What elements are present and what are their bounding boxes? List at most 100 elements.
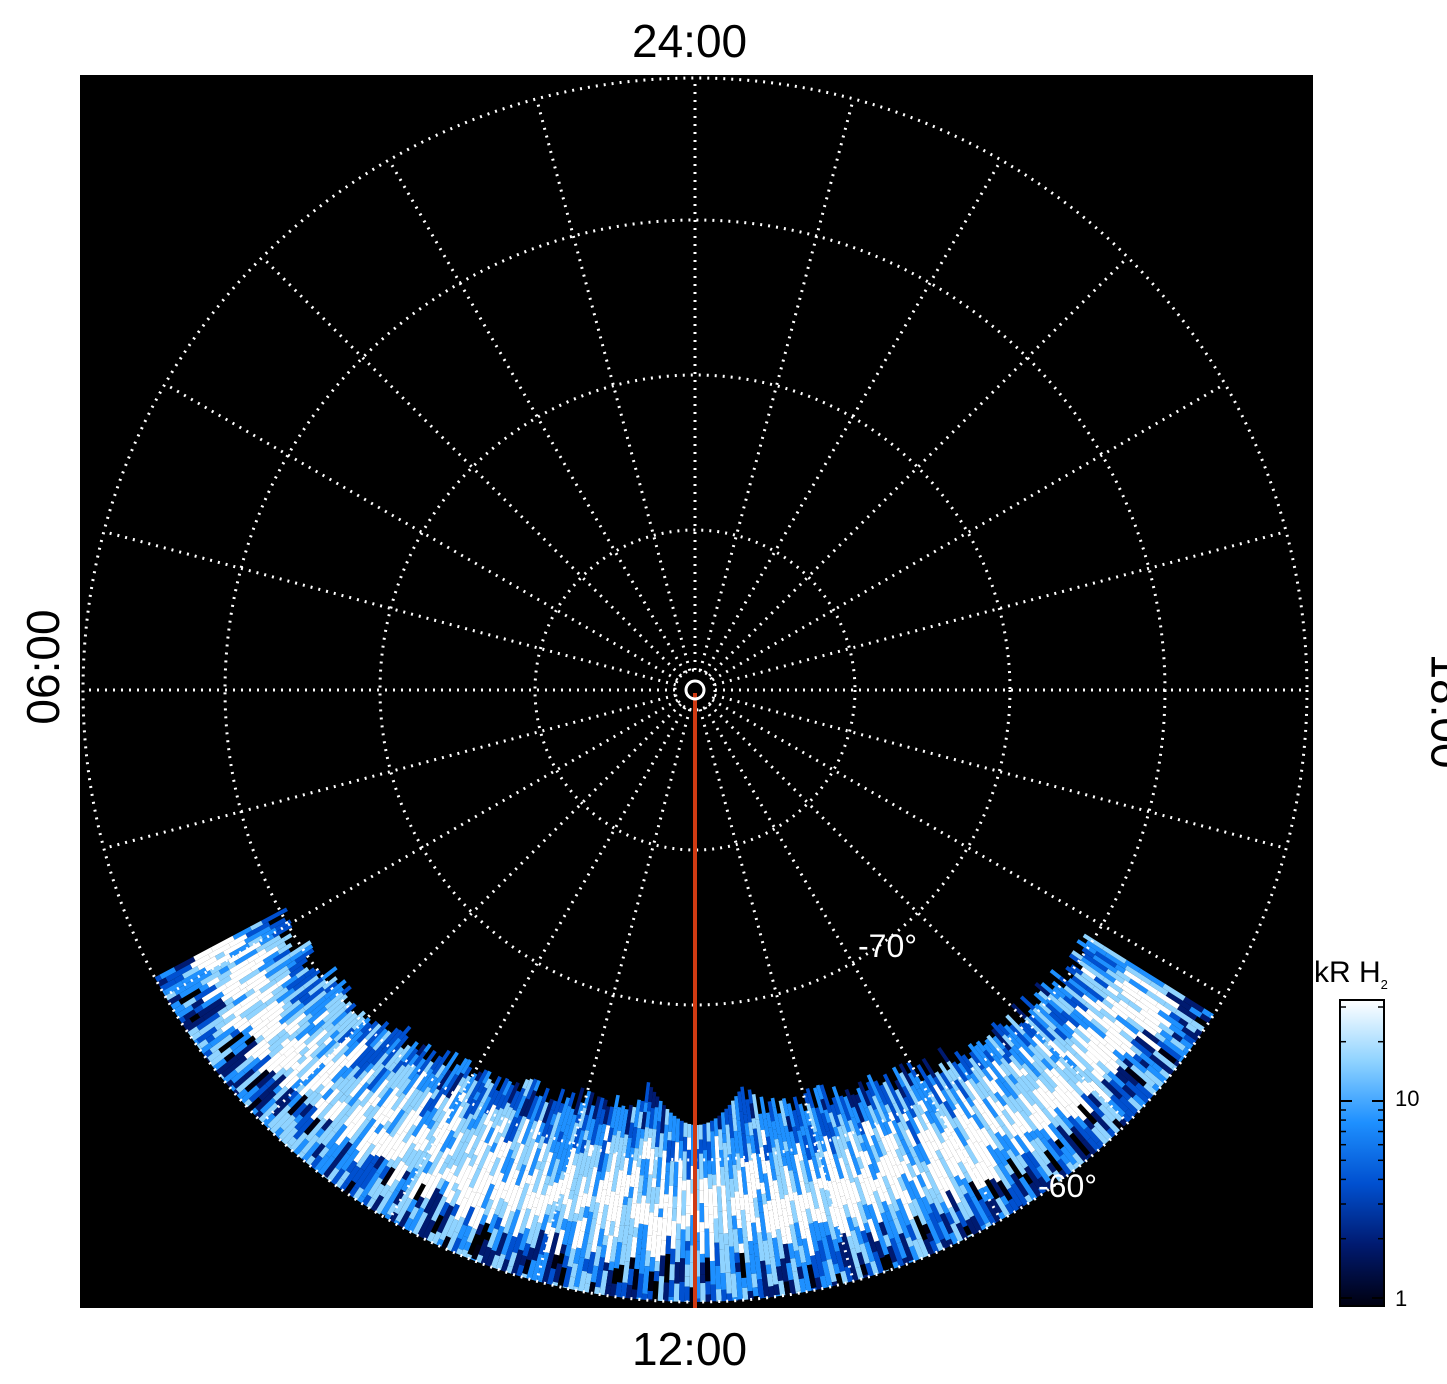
aurora-cell-2112 — [1112, 1049, 1126, 1062]
colorbar-tick-marks — [1340, 1006, 1384, 1299]
aurora-cell-1995 — [1104, 1140, 1109, 1145]
aurora-cell-1074 — [649, 1257, 656, 1272]
aurora-cell-64 — [262, 951, 280, 964]
aurora-cell-981 — [617, 1186, 626, 1208]
aurora-cell-1952 — [1020, 1074, 1036, 1092]
aurora-cell-692 — [467, 1205, 481, 1228]
aurora-cell-1913 — [1056, 1158, 1072, 1176]
aurora-cell-476 — [396, 1109, 416, 1136]
aurora-cell-479 — [359, 1166, 378, 1190]
aurora-cell-1689 — [882, 1081, 897, 1105]
aurora-cell-1375 — [772, 1129, 779, 1140]
aurora-cell-409 — [408, 1053, 420, 1067]
aurora-cell-82 — [220, 986, 242, 1003]
aurora-cell-496 — [386, 1158, 395, 1169]
aurora-cell-2011 — [1005, 1014, 1026, 1036]
aurora-cell-1191 — [707, 1160, 712, 1175]
aurora-cell-253 — [323, 1036, 333, 1046]
aurora-cell-1290 — [751, 1222, 759, 1245]
aurora-cell-278 — [322, 1052, 336, 1066]
aurora-cell-128 — [303, 967, 316, 978]
aurora-cell-151 — [320, 966, 338, 981]
aurora-cell-1339 — [776, 1266, 784, 1282]
aurora-cell-1630 — [902, 1189, 913, 1205]
aurora-cell-558 — [459, 1079, 478, 1108]
aurora-cell-1457 — [819, 1187, 831, 1217]
aurora-cell-1049 — [648, 1148, 655, 1175]
aurora-cell-421 — [372, 1105, 386, 1121]
aurora-cell-386 — [370, 1069, 392, 1094]
aurora-cell-960 — [611, 1165, 620, 1192]
aurora-cell-666 — [493, 1132, 503, 1144]
aurora-cell-1103 — [665, 1235, 672, 1255]
aurora-cell-2182 — [1118, 999, 1129, 1009]
aurora-cell-1565 — [851, 1131, 863, 1152]
aurora-cell-68 — [191, 998, 205, 1010]
aurora-cell-1345 — [769, 1185, 776, 1200]
aurora-cell-134 — [199, 1042, 213, 1055]
aurora-cell-663 — [509, 1090, 521, 1109]
aurora-cell-1142 — [685, 1241, 691, 1251]
aurora-cell-1401 — [801, 1238, 812, 1266]
aurora-cell-899 — [580, 1192, 588, 1208]
aurora-cell-1579 — [876, 1186, 886, 1203]
aurora-cell-97 — [244, 988, 256, 998]
aurora-cell-177 — [285, 1007, 306, 1026]
aurora-cell-2118 — [1072, 1008, 1085, 1021]
aurora-cell-484 — [403, 1105, 424, 1134]
aurora-cell-1500 — [856, 1252, 865, 1266]
aurora-cell-966 — [595, 1269, 604, 1288]
aurora-cell-116 — [196, 1026, 218, 1044]
aurora-cell-1001 — [631, 1160, 638, 1175]
aurora-cell-13 — [157, 977, 168, 987]
aurora-cell-920 — [597, 1152, 605, 1172]
aurora-cell-2188 — [1080, 966, 1097, 980]
aurora-cell-1800 — [979, 1160, 994, 1181]
aurora-cell-1456 — [816, 1177, 824, 1190]
aurora-cell-1853 — [994, 1131, 1011, 1152]
aurora-cell-1532 — [866, 1231, 878, 1253]
aurora-cell-715 — [475, 1223, 485, 1236]
aurora-cell-1795 — [926, 1074, 937, 1086]
aurora-cell-1289 — [748, 1202, 756, 1223]
aurora-cell-1006 — [619, 1244, 627, 1266]
aurora-cell-1434 — [796, 1130, 807, 1156]
aurora-cell-313 — [344, 1043, 369, 1069]
aurora-cell-992 — [622, 1196, 629, 1206]
aurora-cell-2234 — [1114, 964, 1126, 974]
aurora-cell-306 — [303, 1090, 319, 1106]
aurora-cell-2132 — [1051, 980, 1074, 1000]
aurora-cell-2023 — [1062, 1067, 1080, 1085]
aurora-cell-2043 — [1063, 1055, 1078, 1069]
aurora-cell-1088 — [667, 1131, 672, 1141]
meridian-line-20 — [164, 382, 679, 682]
aurora-cell-1412 — [814, 1277, 823, 1290]
meridian-line-2 — [703, 159, 1003, 674]
aurora-cell-439 — [367, 1131, 379, 1145]
aurora-cell-524 — [395, 1163, 409, 1182]
aurora-cell-827 — [547, 1181, 559, 1206]
aurora-cell-1526 — [833, 1126, 840, 1138]
aurora-cell-47 — [283, 933, 293, 941]
aurora-cell-1934 — [999, 1063, 1012, 1077]
aurora-cell-1363 — [768, 1127, 776, 1148]
aurora-cell-1613 — [912, 1239, 925, 1260]
aurora-cell-829 — [540, 1214, 550, 1231]
aurora-cell-2079 — [1121, 1084, 1137, 1098]
aurora-cell-761 — [541, 1109, 555, 1138]
aurora-cell-626 — [483, 1104, 497, 1126]
aurora-cell-968 — [624, 1104, 633, 1135]
aurora-cell-202 — [295, 1020, 311, 1035]
aurora-cell-1887 — [1020, 1135, 1036, 1153]
aurora-cell-2211 — [1157, 1009, 1185, 1031]
aurora-cell-356 — [398, 1025, 412, 1041]
aurora-cell-1589 — [870, 1158, 881, 1174]
aurora-cell-1860 — [1002, 1134, 1020, 1157]
aurora-cell-240 — [248, 1084, 269, 1103]
aurora-cell-1994 — [1091, 1126, 1109, 1145]
aurora-cell-1850 — [972, 1098, 986, 1115]
aurora-cell-1145 — [684, 1276, 690, 1287]
aurora-cell-1039 — [641, 1177, 648, 1196]
aurora-cell-2117 — [1057, 996, 1076, 1013]
aurora-cell-433 — [416, 1049, 437, 1076]
